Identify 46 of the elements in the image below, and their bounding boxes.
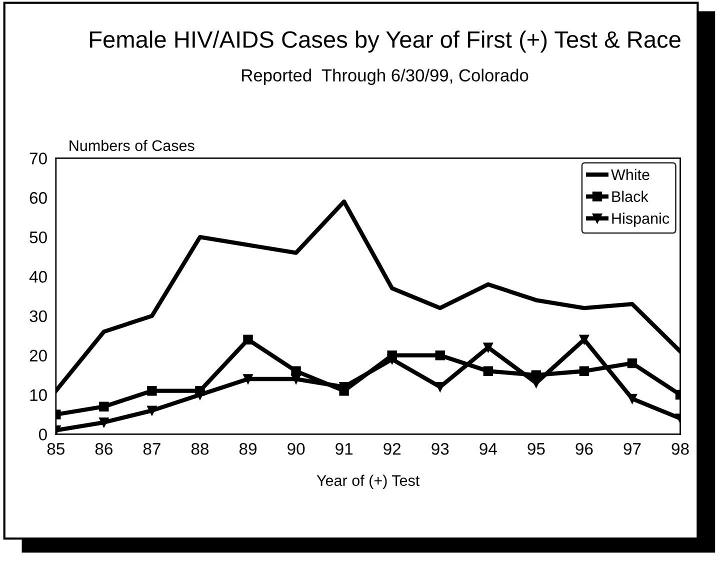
- x-tick-label: 95: [528, 442, 545, 455]
- legend-label: Black: [612, 190, 648, 202]
- x-axis-title: Year of (+) Test: [316, 474, 420, 489]
- y-tick-label: 50: [30, 231, 47, 244]
- x-tick-label: 97: [624, 442, 641, 455]
- point: [435, 350, 445, 360]
- legend-label: Hispanic: [612, 212, 670, 227]
- point: [531, 370, 542, 380]
- point: [627, 358, 638, 368]
- point: [147, 386, 157, 396]
- y-axis-title: Numbers of Cases: [70, 140, 194, 152]
- y-tick-label: 10: [30, 389, 47, 401]
- y-tick-label: 30: [30, 310, 47, 322]
- point: [243, 374, 253, 384]
- point: [579, 334, 590, 344]
- point: [387, 350, 397, 360]
- y-tick-label: 40: [29, 270, 47, 283]
- y-tick-label: 70: [30, 152, 47, 164]
- x-tick-label: 96: [576, 442, 593, 455]
- y-tick-label: 0: [38, 428, 47, 440]
- x-tick-label: 91: [336, 442, 353, 455]
- point: [483, 366, 494, 376]
- x-tick-label: 86: [95, 442, 112, 455]
- x-tick-label: 94: [480, 442, 497, 455]
- point: [195, 386, 205, 396]
- x-tick-label: 93: [432, 442, 449, 455]
- x-tick-label: 90: [288, 442, 305, 455]
- x-tick-label: 87: [143, 442, 160, 455]
- point: [291, 366, 301, 376]
- point: [147, 406, 157, 416]
- chart-subtitle: Reported Through 6/30/99, Colorado: [242, 68, 528, 85]
- y-tick-label: 60: [30, 192, 47, 204]
- y-tick-label: 20: [30, 350, 47, 362]
- point: [99, 402, 109, 412]
- point: [99, 418, 109, 428]
- x-tick-label: 85: [47, 442, 64, 455]
- point: [243, 334, 253, 344]
- point: [579, 366, 590, 376]
- legend-label: White: [611, 168, 650, 180]
- chart-title: Female HIV/AIDS Cases by Year of First (+) Test & Race: [90, 30, 680, 53]
- x-tick-label: 88: [191, 442, 209, 455]
- x-tick-label: 92: [384, 442, 401, 455]
- point: [483, 342, 494, 352]
- x-tick-label: 89: [239, 442, 256, 455]
- x-tick-label: 98: [672, 442, 689, 455]
- point: [627, 394, 638, 404]
